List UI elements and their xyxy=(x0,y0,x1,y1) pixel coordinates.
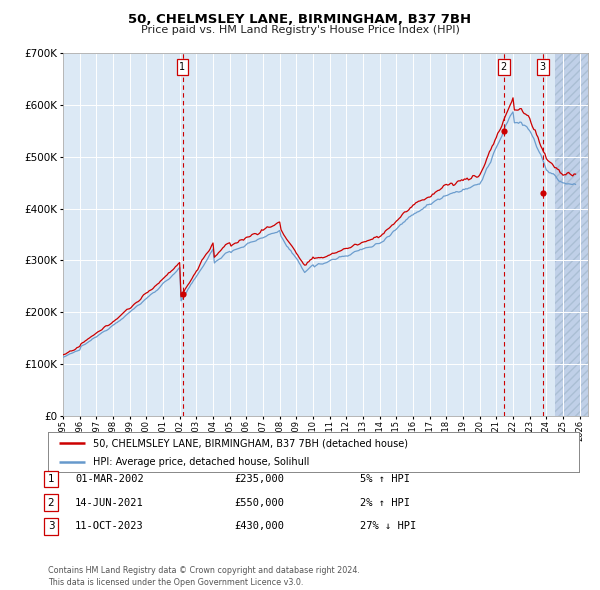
Text: Price paid vs. HM Land Registry's House Price Index (HPI): Price paid vs. HM Land Registry's House … xyxy=(140,25,460,35)
Text: 1: 1 xyxy=(47,474,55,484)
Text: 11-OCT-2023: 11-OCT-2023 xyxy=(75,522,144,531)
Bar xyxy=(554,53,588,416)
Text: 27% ↓ HPI: 27% ↓ HPI xyxy=(360,522,416,531)
Text: 3: 3 xyxy=(540,62,546,72)
Text: £235,000: £235,000 xyxy=(234,474,284,484)
Text: Contains HM Land Registry data © Crown copyright and database right 2024.
This d: Contains HM Land Registry data © Crown c… xyxy=(48,566,360,587)
Text: 5% ↑ HPI: 5% ↑ HPI xyxy=(360,474,410,484)
Text: 3: 3 xyxy=(47,522,55,531)
Text: 2% ↑ HPI: 2% ↑ HPI xyxy=(360,498,410,507)
Text: 14-JUN-2021: 14-JUN-2021 xyxy=(75,498,144,507)
Text: 50, CHELMSLEY LANE, BIRMINGHAM, B37 7BH (detached house): 50, CHELMSLEY LANE, BIRMINGHAM, B37 7BH … xyxy=(93,438,408,448)
Text: 01-MAR-2002: 01-MAR-2002 xyxy=(75,474,144,484)
Text: 50, CHELMSLEY LANE, BIRMINGHAM, B37 7BH: 50, CHELMSLEY LANE, BIRMINGHAM, B37 7BH xyxy=(128,13,472,26)
Text: 2: 2 xyxy=(47,498,55,507)
Text: 1: 1 xyxy=(179,62,185,72)
Text: 2: 2 xyxy=(501,62,507,72)
Text: £550,000: £550,000 xyxy=(234,498,284,507)
Bar xyxy=(554,53,588,416)
Text: £430,000: £430,000 xyxy=(234,522,284,531)
Text: HPI: Average price, detached house, Solihull: HPI: Average price, detached house, Soli… xyxy=(93,457,310,467)
